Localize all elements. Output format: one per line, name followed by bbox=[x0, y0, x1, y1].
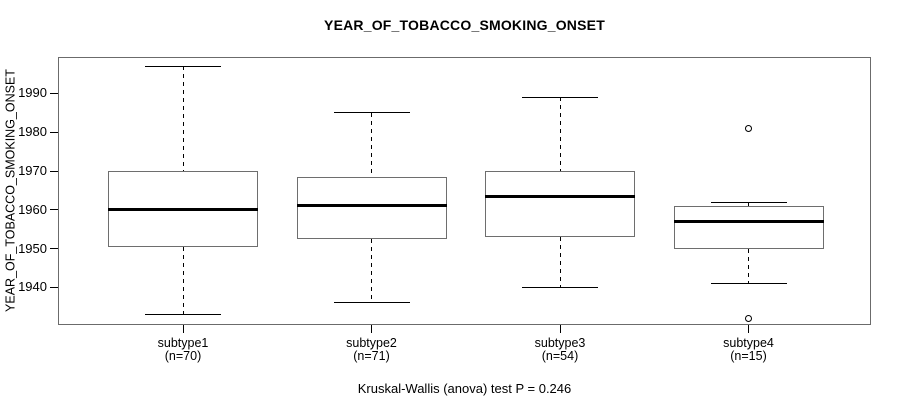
upper-whisker-cap bbox=[522, 96, 598, 98]
upper-whisker-line bbox=[559, 97, 561, 172]
outlier-point bbox=[745, 124, 752, 132]
iqr-box-subtype2 bbox=[296, 176, 447, 239]
median-line bbox=[108, 208, 258, 212]
y-tick-label: 1960 bbox=[18, 201, 47, 217]
y-tick-label: 1970 bbox=[18, 163, 47, 179]
x-tick-mark bbox=[371, 325, 372, 333]
y-tick-label: 1990 bbox=[18, 85, 47, 101]
y-tick-mark bbox=[50, 131, 58, 133]
median-line bbox=[485, 194, 635, 198]
x-tick-label-subtype1: subtype1 (n=70) bbox=[108, 337, 258, 363]
upper-whisker-cap bbox=[145, 65, 221, 67]
upper-whisker-line bbox=[182, 66, 184, 171]
x-tick-label-subtype4: subtype4 (n=15) bbox=[674, 337, 824, 363]
y-tick-mark bbox=[50, 248, 58, 250]
group-count-label: (n=70) bbox=[164, 349, 202, 363]
median-line bbox=[673, 219, 824, 223]
upper-whisker-line bbox=[748, 202, 749, 206]
group-label: subtype4 bbox=[723, 336, 774, 350]
x-tick-mark bbox=[182, 325, 184, 333]
upper-whisker-cap bbox=[710, 201, 787, 203]
group-label: subtype2 bbox=[346, 336, 397, 350]
x-tick-label-subtype3: subtype3 (n=54) bbox=[485, 337, 635, 363]
iqr-box-subtype4 bbox=[673, 205, 824, 249]
x-tick-mark bbox=[559, 325, 561, 333]
x-tick-mark bbox=[748, 325, 749, 333]
y-tick-mark bbox=[50, 286, 58, 288]
upper-whisker-cap bbox=[333, 112, 410, 114]
upper-whisker-line bbox=[371, 112, 372, 177]
group-label: subtype3 bbox=[534, 336, 586, 350]
outlier-point bbox=[745, 314, 752, 322]
y-tick-mark bbox=[50, 170, 58, 172]
y-tick-label: 1940 bbox=[18, 279, 47, 295]
group-count-label: (n=71) bbox=[353, 349, 390, 363]
y-tick-mark bbox=[50, 209, 58, 211]
iqr-box-subtype3 bbox=[485, 171, 635, 237]
group-label: subtype1 bbox=[157, 336, 209, 350]
lower-whisker-cap bbox=[710, 283, 787, 284]
lower-whisker-line bbox=[182, 246, 184, 315]
lower-whisker-line bbox=[748, 248, 749, 284]
chart-title: YEAR_OF_TOBACCO_SMOKING_ONSET bbox=[324, 17, 605, 33]
stats-caption: Kruskal-Wallis (anova) test P = 0.246 bbox=[357, 381, 572, 396]
lower-whisker-cap bbox=[333, 302, 410, 304]
y-tick-label: 1950 bbox=[18, 240, 47, 256]
lower-whisker-cap bbox=[145, 314, 221, 316]
lower-whisker-line bbox=[559, 236, 561, 288]
group-count-label: (n=15) bbox=[730, 349, 767, 363]
y-tick-label: 1980 bbox=[18, 124, 47, 140]
lower-whisker-line bbox=[371, 238, 372, 303]
lower-whisker-cap bbox=[522, 286, 598, 288]
group-count-label: (n=54) bbox=[541, 349, 579, 363]
median-line bbox=[296, 204, 447, 208]
y-tick-mark bbox=[50, 92, 58, 94]
x-tick-label-subtype2: subtype2 (n=71) bbox=[297, 337, 447, 363]
